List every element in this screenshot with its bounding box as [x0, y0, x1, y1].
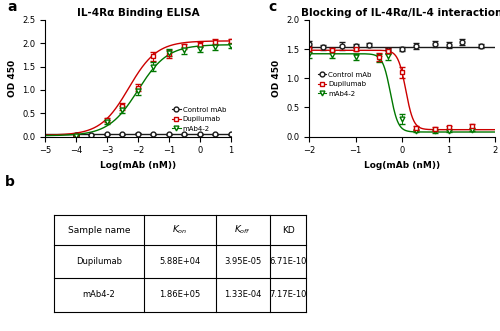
Text: 1.86E+05: 1.86E+05	[160, 291, 200, 300]
Title: Blocking of IL-4Rα/IL-4 interaction: Blocking of IL-4Rα/IL-4 interaction	[302, 8, 500, 18]
Legend: Control mAb, Dupilumab, mAb4-2: Control mAb, Dupilumab, mAb4-2	[316, 70, 373, 98]
Y-axis label: OD 450: OD 450	[8, 60, 16, 97]
Text: Dupilumab: Dupilumab	[76, 257, 122, 266]
Text: 5.88E+04: 5.88E+04	[160, 257, 200, 266]
Text: $K_{on}$: $K_{on}$	[172, 224, 188, 236]
Text: KD: KD	[282, 226, 294, 235]
Y-axis label: OD 450: OD 450	[272, 60, 280, 97]
Legend: Control mAb, Dupilumab, mAb4-2: Control mAb, Dupilumab, mAb4-2	[171, 106, 228, 133]
Text: $K_{off}$: $K_{off}$	[234, 224, 252, 236]
Text: c: c	[268, 0, 276, 14]
Text: 7.17E-10: 7.17E-10	[270, 291, 306, 300]
Title: IL-4Rα Binding ELISA: IL-4Rα Binding ELISA	[76, 8, 200, 18]
Text: 6.71E-10: 6.71E-10	[270, 257, 306, 266]
Text: 1.33E-04: 1.33E-04	[224, 291, 262, 300]
X-axis label: Log(mAb (nM)): Log(mAb (nM))	[364, 161, 440, 170]
Text: 3.95E-05: 3.95E-05	[224, 257, 262, 266]
Text: a: a	[8, 0, 18, 14]
Text: b: b	[5, 175, 15, 189]
Text: Sample name: Sample name	[68, 226, 130, 235]
Text: mAb4-2: mAb4-2	[82, 291, 116, 300]
X-axis label: Log(mAb (nM)): Log(mAb (nM))	[100, 161, 176, 170]
